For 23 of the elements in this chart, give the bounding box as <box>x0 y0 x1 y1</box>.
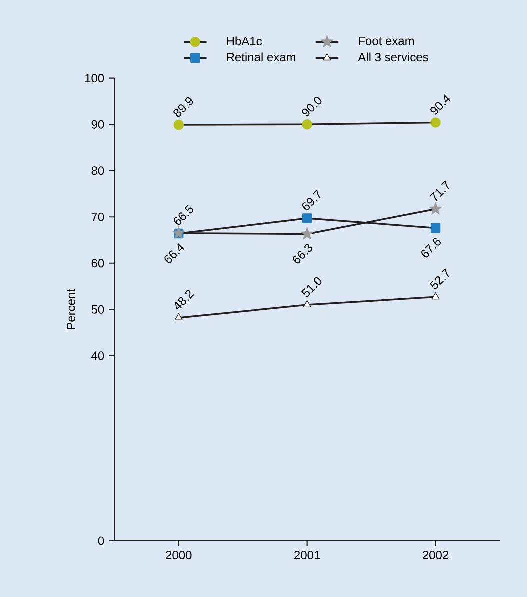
y-tick-label: 0 <box>98 536 104 546</box>
x-tick-label: 2000 <box>166 551 192 560</box>
data-label: 66.3 <box>293 244 313 264</box>
y-tick-label: 70 <box>92 212 104 222</box>
data-label: 66.5 <box>174 204 194 226</box>
y-tick-label: 40 <box>92 352 104 360</box>
data-label: 90.0 <box>302 96 322 117</box>
y-tick-label: 80 <box>92 166 104 176</box>
data-label: 48.2 <box>175 290 194 310</box>
x-tick-label: 2001 <box>294 551 320 560</box>
y-tick-label: 100 <box>86 74 104 83</box>
legend-label: Foot exam <box>359 36 414 46</box>
data-label: 89.9 <box>174 98 194 118</box>
legend-label: All 3 services <box>358 52 428 62</box>
y-tick-label: 50 <box>92 305 104 314</box>
y-tick-label: 90 <box>92 120 104 129</box>
legend-label: HbA1c <box>227 36 262 46</box>
x-tick-label: 2002 <box>423 551 449 560</box>
data-label: 66.4 <box>164 243 184 264</box>
y-tick-label: 60 <box>92 259 104 268</box>
legend-label: Retinal exam <box>227 52 296 62</box>
y-axis-title: Percent <box>67 289 76 330</box>
data-label: 67.6 <box>422 238 441 258</box>
